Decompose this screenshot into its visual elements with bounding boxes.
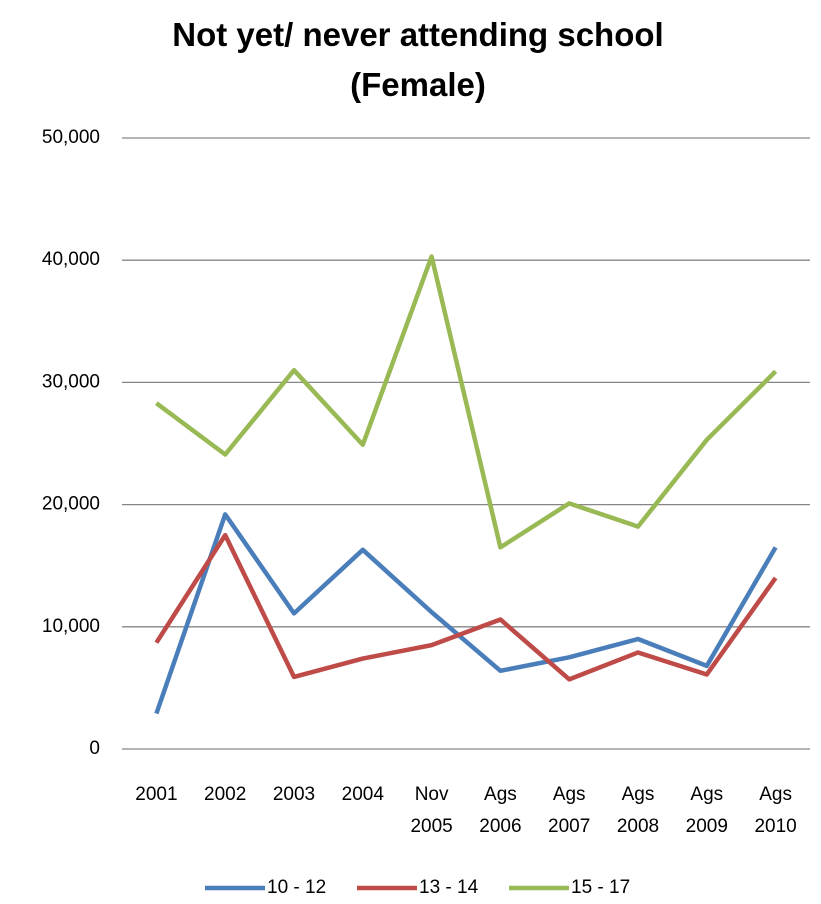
y-tick-label: 10,000 bbox=[42, 616, 100, 637]
chart-title: Not yet/ never attending school (Female) bbox=[172, 16, 664, 103]
x-tick-label: 2002 bbox=[204, 784, 246, 805]
x-tick-label: Ags 2008 bbox=[617, 784, 659, 837]
y-tick-label: 30,000 bbox=[42, 371, 100, 392]
y-tick-label: 40,000 bbox=[42, 249, 100, 270]
x-tick-label: 2004 bbox=[342, 784, 385, 805]
x-tick-label: Ags 2010 bbox=[754, 784, 796, 837]
y-tick-label: 0 bbox=[89, 738, 100, 759]
y-tick-label: 20,000 bbox=[42, 494, 100, 515]
x-tick-label: Ags 2009 bbox=[686, 784, 728, 837]
legend-label: 10 - 12 bbox=[267, 877, 326, 898]
x-tick-label: Ags 2007 bbox=[548, 784, 590, 837]
x-tick-label: Ags 2006 bbox=[479, 784, 521, 837]
legend-label: 15 - 17 bbox=[571, 877, 630, 898]
x-tick-label: 2001 bbox=[135, 784, 177, 805]
x-tick-label: Nov 2005 bbox=[410, 784, 452, 837]
line-series bbox=[154, 512, 778, 715]
y-tick-label: 50,000 bbox=[42, 127, 100, 148]
line-series bbox=[154, 532, 778, 682]
line-series bbox=[155, 254, 778, 550]
x-tick-label: 2003 bbox=[273, 784, 315, 805]
legend-label: 13 - 14 bbox=[419, 877, 479, 898]
